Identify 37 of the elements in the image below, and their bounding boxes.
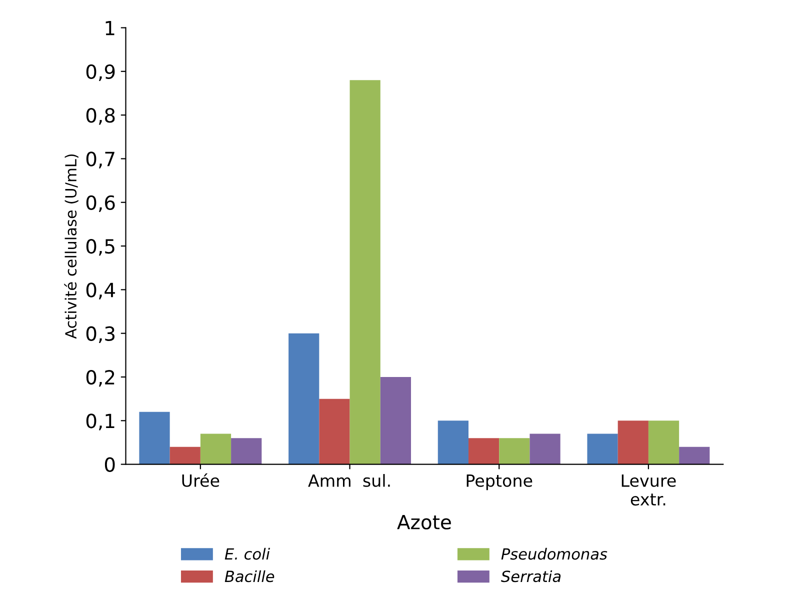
y-tick-label: 0 — [104, 457, 115, 472]
x-axis-title: Azote — [397, 514, 451, 530]
bar — [200, 434, 232, 464]
bar — [231, 438, 262, 464]
bar — [587, 434, 618, 464]
x-tick-label: Peptone — [466, 474, 532, 490]
y-tick-label: 0,9 — [86, 64, 115, 82]
bar — [618, 420, 648, 464]
bar — [468, 438, 500, 464]
x-tick-label: Amm sul. — [308, 474, 390, 487]
bar — [679, 446, 710, 464]
bar — [380, 376, 411, 464]
y-tick-label: 0,5 — [86, 238, 114, 256]
bar — [648, 420, 680, 464]
y-tick-label: 0,2 — [86, 370, 114, 387]
bar — [139, 412, 170, 464]
bar — [170, 446, 200, 464]
y-tick-label: 0,1 — [86, 414, 114, 430]
bar — [288, 333, 320, 464]
y-tick-label: 0,8 — [86, 108, 115, 125]
y-tick-label: 0,7 — [86, 152, 114, 168]
x-tick-label: Urée — [182, 473, 220, 487]
y-axis-title: Activité cellulase (U/mL) — [64, 154, 78, 339]
bar — [350, 80, 380, 464]
y-tick-label: 0,4 — [86, 282, 115, 300]
legend-label: Bacille — [224, 570, 274, 582]
bar — [438, 420, 468, 464]
legend-label: Pseudomonas — [501, 548, 608, 560]
y-tick-label: 1 — [106, 20, 114, 36]
y-tick-label: 0,6 — [86, 195, 115, 212]
bar — [499, 438, 530, 464]
legend-label: Serratia — [501, 570, 561, 582]
y-tick-label: 0,3 — [86, 326, 114, 343]
x-tick-label: Levure extr. — [622, 474, 676, 506]
bar — [530, 434, 560, 464]
legend-label: E. coli — [224, 548, 270, 560]
bar — [319, 398, 350, 464]
